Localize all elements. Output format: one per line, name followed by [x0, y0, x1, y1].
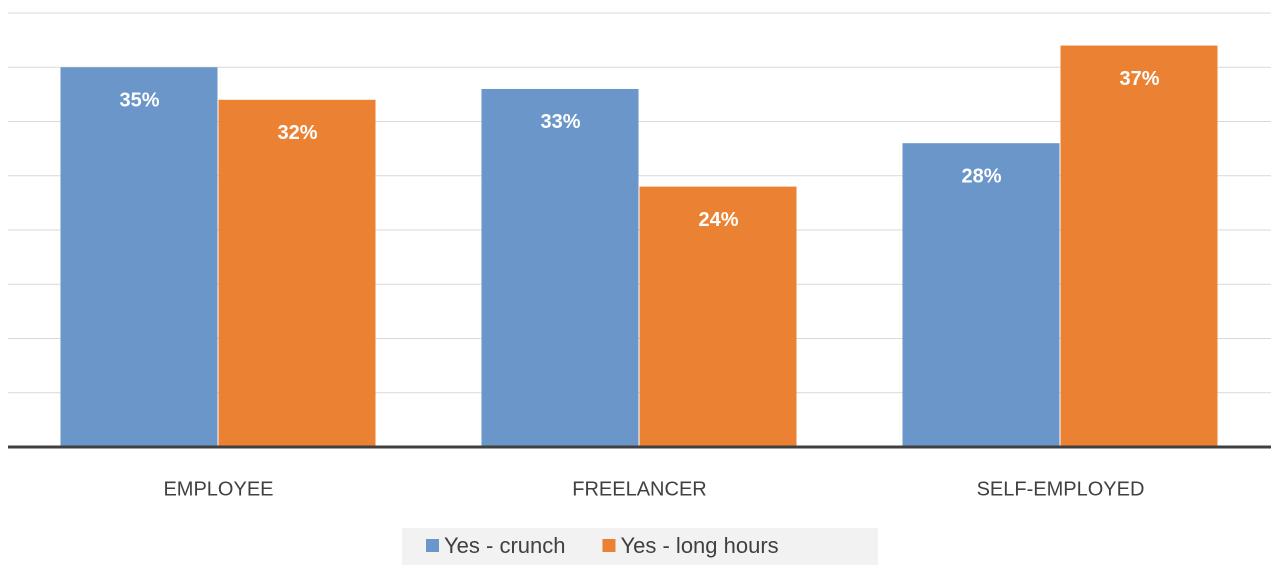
legend-label: Yes - crunch — [444, 533, 565, 558]
legend-swatch — [426, 539, 439, 552]
legend-box — [402, 528, 878, 565]
bar — [1060, 45, 1218, 448]
value-label: 32% — [277, 122, 317, 144]
bar — [481, 88, 639, 447]
value-label: 35% — [119, 90, 159, 112]
value-label: 37% — [1119, 68, 1159, 90]
bar — [902, 143, 1060, 447]
legend-swatch — [602, 539, 616, 552]
bar — [639, 186, 797, 447]
bar — [60, 67, 218, 447]
value-label: 33% — [540, 111, 580, 133]
x-tick-label: EMPLOYEE — [163, 478, 273, 500]
value-label: 28% — [961, 165, 1001, 187]
x-tick-label: SELF-EMPLOYED — [977, 478, 1145, 500]
value-label: 24% — [698, 209, 738, 231]
bar — [218, 99, 376, 448]
x-tick-label: FREELANCER — [572, 478, 706, 500]
legend-label: Yes - long hours — [620, 533, 778, 558]
